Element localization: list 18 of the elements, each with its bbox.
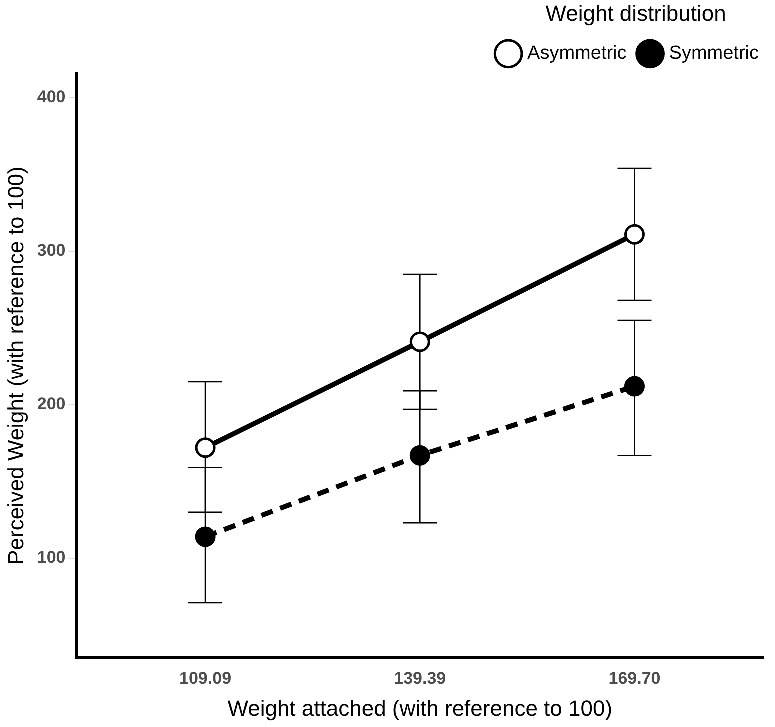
legend-label: Asymmetric — [528, 43, 627, 64]
point — [195, 438, 216, 458]
y-tick-label: 200 — [37, 394, 66, 414]
point — [410, 445, 430, 466]
point — [195, 526, 216, 548]
y-axis-title: Perceived Weight (with reference to 100) — [3, 166, 28, 565]
legend-title: Weight distribution — [546, 1, 726, 26]
y-tick-label: 400 — [37, 88, 66, 107]
x-tick-label: 109.09 — [180, 669, 232, 688]
point — [624, 376, 645, 397]
y-tick-label: 100 — [37, 548, 66, 568]
legend-label: Symmetric — [669, 43, 760, 64]
point — [624, 224, 645, 245]
x-axis-title: Weight attached (with reference to 100) — [228, 696, 613, 721]
x-tick-label: 139.39 — [394, 669, 446, 688]
y-tick-label: 300 — [37, 241, 66, 260]
point — [410, 332, 430, 352]
x-tick-label: 169.70 — [608, 669, 661, 688]
